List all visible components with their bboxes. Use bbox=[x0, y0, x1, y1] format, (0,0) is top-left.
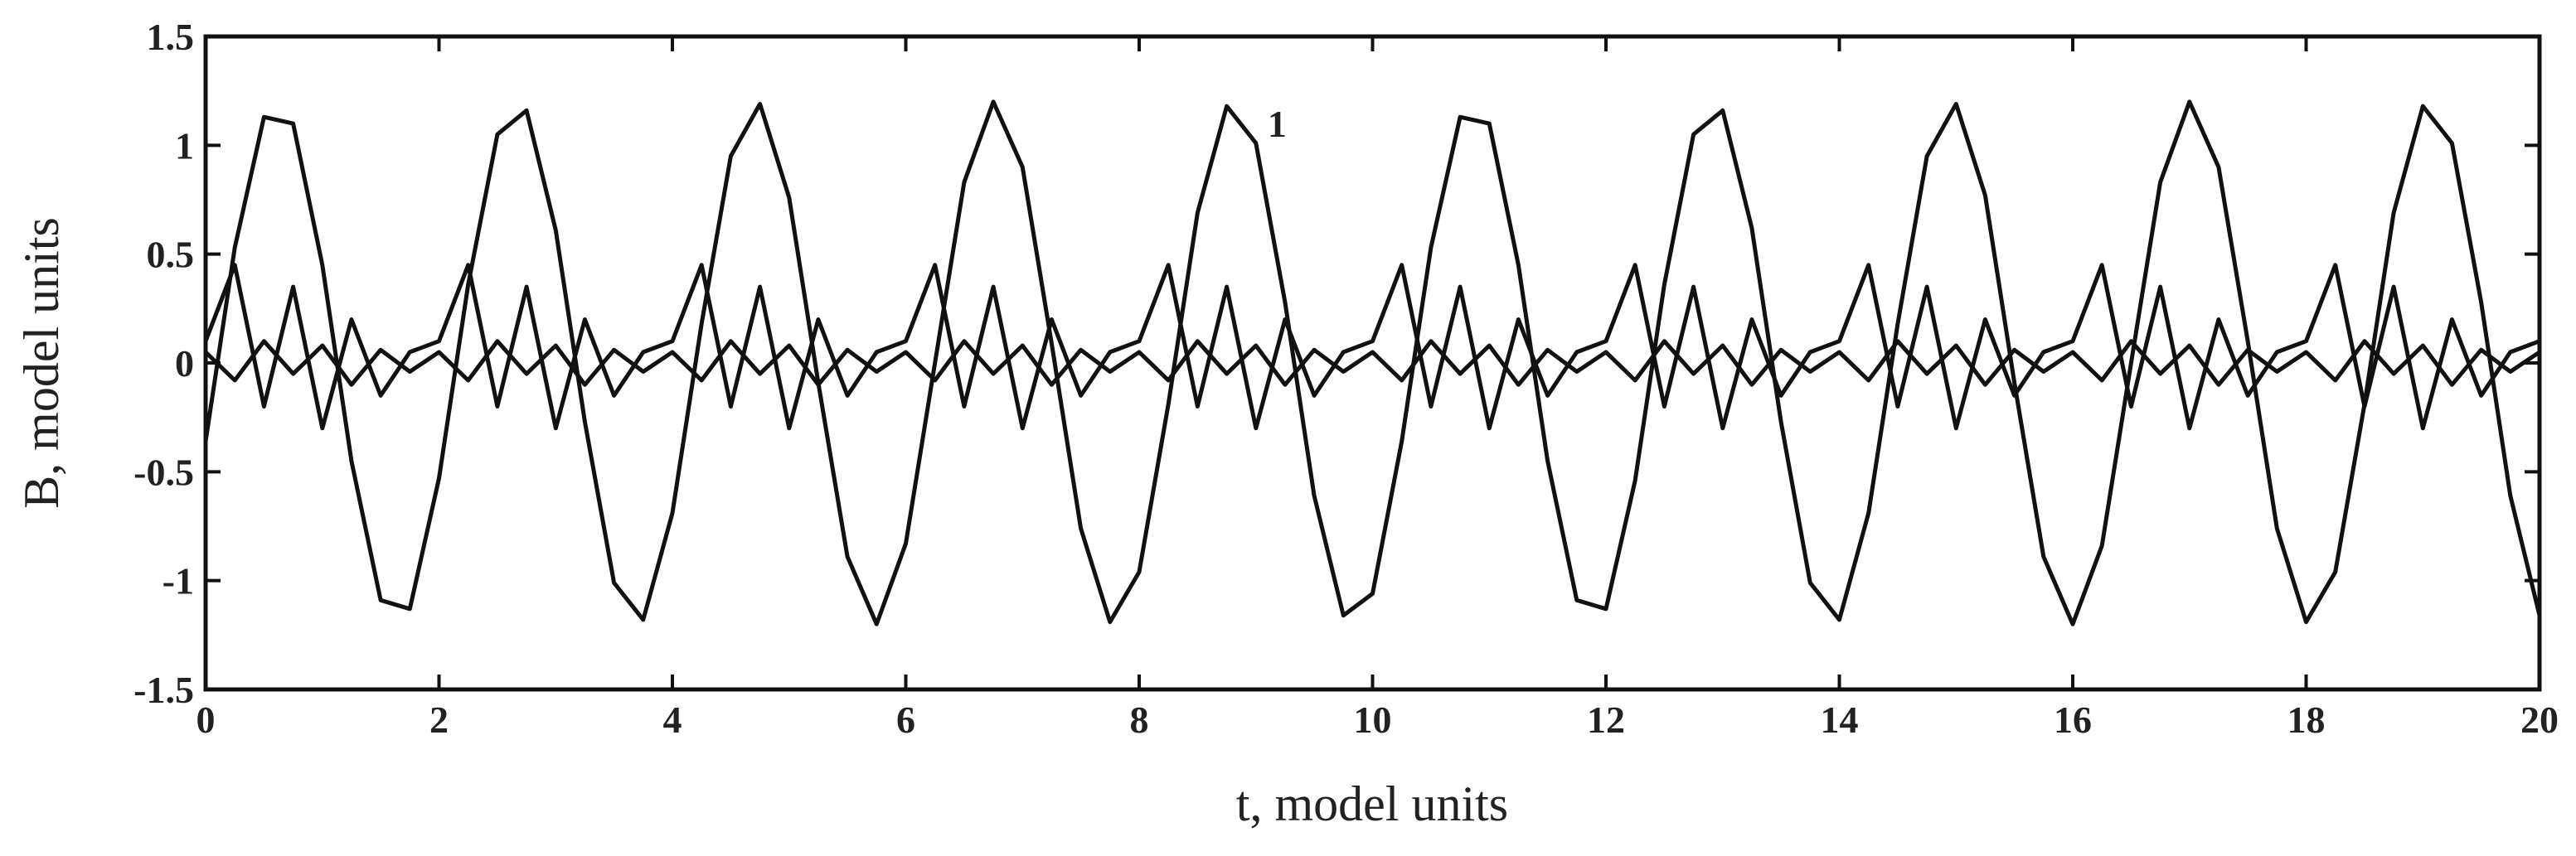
x-tick-label: 4 bbox=[663, 699, 682, 741]
x-tick-label: 12 bbox=[1587, 699, 1625, 741]
y-tick-label: 0 bbox=[175, 342, 194, 384]
series-line bbox=[203, 263, 2540, 431]
series-line bbox=[204, 339, 2541, 387]
y-tick-label: -1.5 bbox=[133, 669, 194, 711]
y-tick-label: 0.5 bbox=[147, 234, 195, 276]
x-tick-label: 14 bbox=[1821, 699, 1859, 741]
annotation: 1 bbox=[1268, 103, 1287, 145]
x-tick-label: 6 bbox=[896, 699, 915, 741]
x-tick-label: 16 bbox=[2054, 699, 2092, 741]
x-tick-label: 20 bbox=[2520, 699, 2559, 741]
y-tick-label: 1.5 bbox=[147, 16, 195, 58]
x-tick-label: 18 bbox=[2287, 699, 2326, 741]
x-tick-label: 0 bbox=[196, 699, 216, 741]
y-tick-label: 1 bbox=[175, 124, 194, 167]
x-tick-label: 10 bbox=[1354, 699, 1392, 741]
y-tick-label: -0.5 bbox=[133, 451, 194, 493]
y-axis-label: B, model units bbox=[14, 217, 69, 509]
x-tick-label: 2 bbox=[429, 699, 449, 741]
y-tick-label: -1 bbox=[163, 560, 194, 602]
x-tick-label: 8 bbox=[1130, 699, 1149, 741]
series-line bbox=[203, 99, 2542, 626]
x-axis-label: t, model units bbox=[1236, 776, 1508, 831]
